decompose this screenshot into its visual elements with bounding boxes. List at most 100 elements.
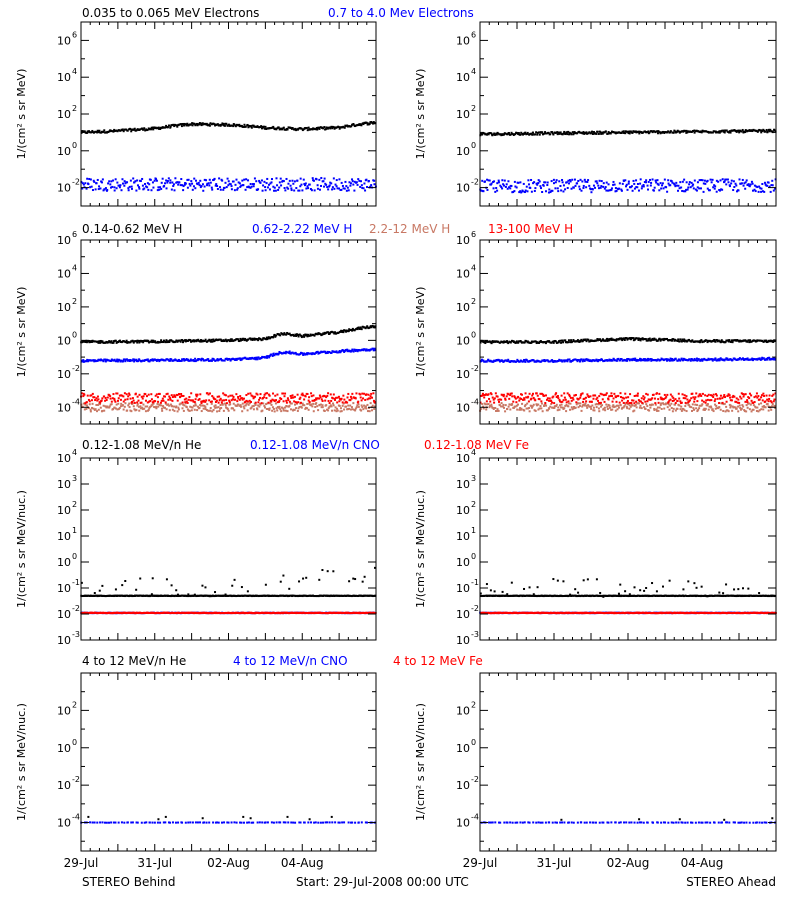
y-tick-label: 10 [456,334,470,347]
data-point [683,338,686,341]
data-point [678,187,681,190]
data-point [577,402,580,405]
data-point [306,393,309,396]
data-point [92,396,95,399]
data-point [748,397,751,400]
row2-title-part-1: 0.14-0.62 MeV H [82,222,182,236]
data-point [592,394,595,397]
data-point [304,182,307,185]
data-point [330,399,333,402]
data-point [128,360,131,363]
data-point [749,183,752,186]
data-point [373,326,376,329]
data-point [508,186,511,189]
data-point [93,180,96,183]
data-point [770,405,773,408]
data-point [698,130,701,133]
data-point [672,407,675,410]
data-point [642,398,645,401]
data-point [631,131,634,134]
data-point [94,360,97,363]
data-point [639,404,642,407]
data-point [630,402,633,405]
data-point [699,187,702,190]
data-point [296,409,299,412]
data-point [725,183,728,186]
data-point [680,405,683,408]
data-point [276,352,279,355]
data-point [199,339,202,342]
data-point [229,394,232,397]
data-point [133,181,136,184]
data-point [592,184,595,187]
data-point [133,401,136,404]
data-point [118,184,121,187]
data-point [497,181,500,184]
data-point [542,132,545,135]
data-point [606,337,609,340]
data-point [715,179,718,182]
data-point [528,407,531,410]
data-point [766,358,769,361]
data-point [684,401,687,404]
data-point [144,410,147,413]
data-point [586,132,589,135]
data-point [258,337,261,340]
data-point [636,182,639,185]
data-point [157,126,160,129]
data-point [631,337,634,340]
data-point [530,397,533,400]
data-point [562,184,565,187]
data-point [330,182,333,185]
data-point [594,132,597,135]
data-point [92,407,95,410]
data-point [180,178,183,181]
data-point [92,179,95,182]
data-point [200,359,203,362]
data-point [283,332,286,335]
data-point [320,398,323,401]
data-point [608,404,611,407]
data-point [591,188,594,191]
data-point [342,349,345,352]
data-point [326,127,329,130]
data-point [353,329,356,332]
data-point [568,393,571,396]
data-point [601,358,604,361]
data-point [94,340,97,343]
data-point [153,594,156,597]
data-point [185,400,188,403]
data-point [144,182,147,185]
data-point [207,359,210,362]
data-point [110,130,113,133]
data-point [331,409,334,412]
data-point [631,399,634,402]
data-point [86,358,89,361]
row1-ahead-frame [479,21,777,207]
data-point [109,403,112,406]
data-point [186,122,189,125]
data-point [209,409,212,412]
data-point [88,400,91,403]
data-point [674,403,677,406]
data-point [671,181,674,184]
data-point [133,408,136,411]
data-point [498,359,501,362]
data-point [311,405,314,408]
data-point [276,401,279,404]
row3-title-part-2: 0.12-1.08 MeV/n CNO [250,438,380,452]
data-point [599,359,602,362]
data-point [265,403,268,406]
data-point [244,356,247,359]
data-point [250,394,253,397]
data-point [136,179,139,182]
data-point [319,403,322,406]
data-point [642,183,645,186]
data-point [321,404,324,407]
data-point [666,406,669,409]
data-point [676,340,679,343]
data-point [539,340,542,343]
data-point [710,406,713,409]
data-point [529,360,532,363]
data-point [254,125,257,128]
